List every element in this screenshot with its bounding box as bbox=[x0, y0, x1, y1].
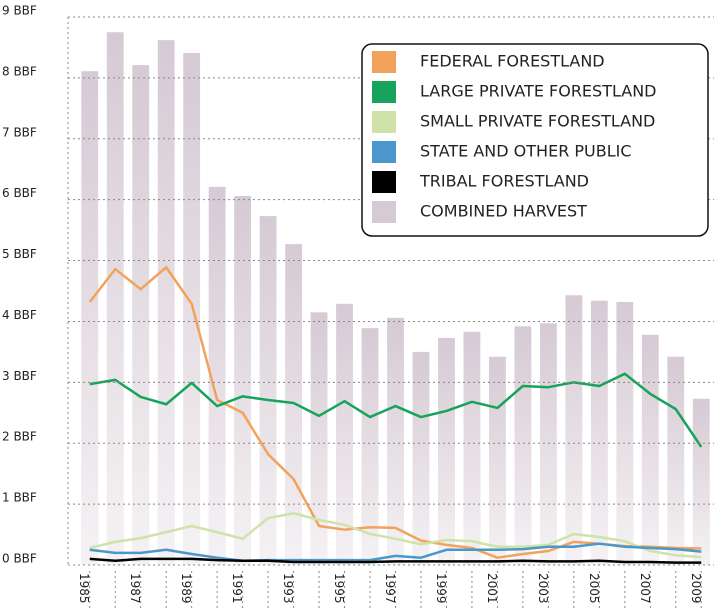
y-tick-label: 1 BBF bbox=[2, 491, 37, 505]
legend-swatch bbox=[372, 111, 396, 133]
legend-swatch bbox=[372, 141, 396, 163]
bar-shade bbox=[514, 326, 532, 565]
bar-shade bbox=[132, 65, 150, 565]
bar-shade bbox=[641, 334, 659, 565]
x-tick-label: 1989 bbox=[179, 573, 193, 604]
bar-shade bbox=[208, 186, 226, 565]
bar-shade bbox=[234, 196, 252, 565]
legend-label: FEDERAL FORESTLAND bbox=[420, 52, 605, 71]
x-tick-label: 2005 bbox=[587, 573, 601, 604]
bar-shade bbox=[310, 312, 328, 565]
bar-shade bbox=[259, 216, 277, 565]
legend-label: SMALL PRIVATE FORESTLAND bbox=[420, 112, 655, 131]
legend-swatch bbox=[372, 201, 396, 223]
bar-shade bbox=[157, 40, 175, 566]
legend-box bbox=[361, 43, 709, 237]
y-tick-label: 8 BBF bbox=[2, 64, 37, 78]
y-tick-label: 3 BBF bbox=[2, 369, 37, 383]
x-tick-label: 1985 bbox=[77, 573, 91, 604]
legend-label: LARGE PRIVATE FORESTLAND bbox=[420, 82, 656, 101]
bar-shade bbox=[106, 32, 124, 565]
x-tick-label: 2007 bbox=[638, 573, 652, 604]
y-tick-label: 2 BBF bbox=[2, 430, 37, 444]
bar-shade bbox=[438, 337, 455, 565]
bar-shade bbox=[692, 398, 710, 565]
bar-shade bbox=[387, 317, 404, 565]
x-tick-label: 1987 bbox=[128, 573, 142, 604]
x-tick-label: 1999 bbox=[434, 573, 448, 604]
x-tick-label: 1997 bbox=[383, 573, 397, 604]
legend-swatch bbox=[372, 171, 396, 193]
bar-shade bbox=[183, 52, 201, 566]
bar-shade bbox=[565, 295, 583, 565]
bar-shade bbox=[590, 300, 608, 565]
x-tick-label: 1995 bbox=[332, 573, 346, 604]
bar-shade bbox=[336, 303, 353, 565]
line bbox=[89, 372, 703, 448]
line bbox=[89, 557, 702, 564]
bar-shade bbox=[489, 356, 506, 565]
legend-label: COMBINED HARVEST bbox=[420, 202, 587, 221]
x-tick-label: 2001 bbox=[485, 573, 499, 604]
y-tick-label: 4 BBF bbox=[2, 308, 37, 322]
y-tick-label: 0 BBF bbox=[2, 552, 37, 566]
y-tick-label: 7 BBF bbox=[2, 125, 37, 139]
bar-shade bbox=[616, 301, 634, 565]
line bbox=[89, 542, 702, 562]
legend-swatch bbox=[372, 81, 396, 103]
y-tick-label: 9 BBF bbox=[2, 4, 37, 18]
bar-shade bbox=[81, 71, 99, 566]
bar-shade bbox=[667, 356, 685, 565]
legend-label: TRIBAL FORESTLAND bbox=[419, 172, 589, 191]
bar-shade bbox=[412, 351, 430, 565]
legend-label: STATE AND OTHER PUBLIC bbox=[420, 142, 632, 161]
y-tick-label: 6 BBF bbox=[2, 186, 37, 200]
bar-shade bbox=[539, 323, 557, 565]
y-tick-label: 5 BBF bbox=[2, 247, 37, 261]
bar-shade bbox=[361, 328, 379, 565]
x-tick-label: 1991 bbox=[230, 573, 244, 604]
legend-swatch bbox=[372, 51, 396, 73]
line bbox=[89, 511, 702, 559]
bar-shade bbox=[285, 244, 302, 566]
x-tick-label: 2003 bbox=[536, 573, 550, 604]
bar-shade bbox=[463, 331, 481, 565]
x-tick-label: 2009 bbox=[689, 573, 703, 604]
x-tick-label: 1993 bbox=[281, 573, 295, 604]
